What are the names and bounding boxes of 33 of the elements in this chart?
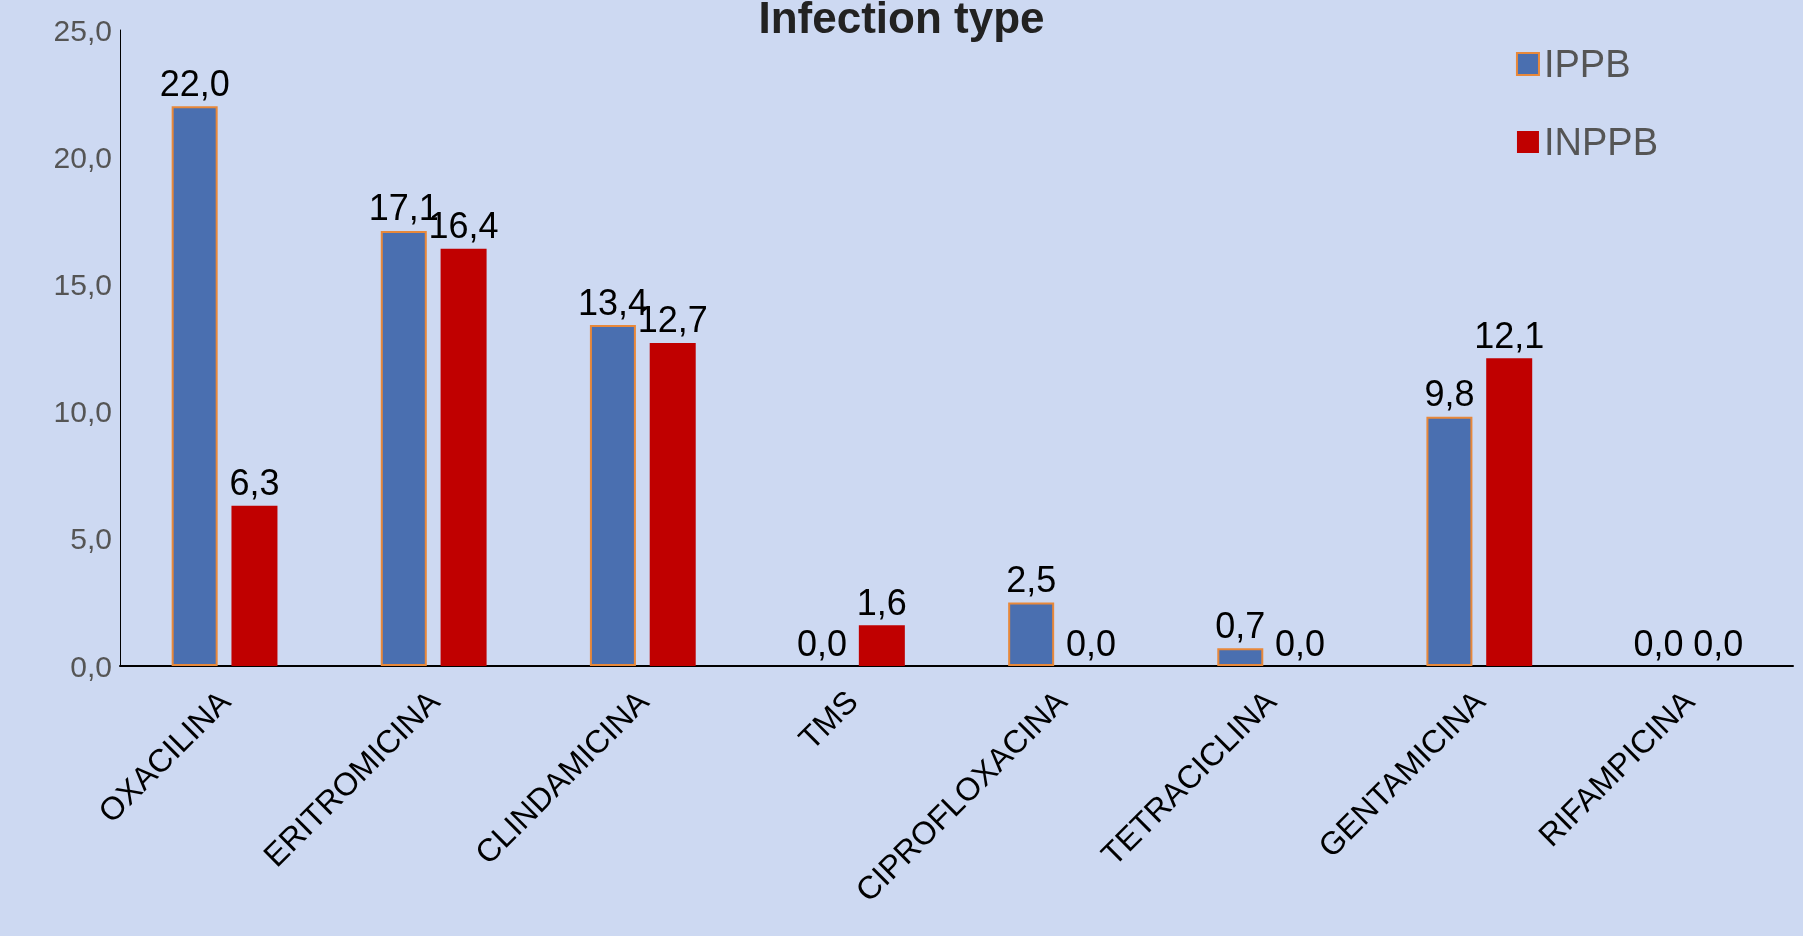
bar bbox=[380, 230, 427, 666]
data-label: 0,0 bbox=[1693, 622, 1744, 664]
bar bbox=[649, 342, 696, 666]
data-label: 2,5 bbox=[1006, 558, 1057, 600]
data-label: 6,3 bbox=[229, 462, 280, 504]
data-label: 0,0 bbox=[1633, 622, 1684, 664]
data-label: 1,6 bbox=[856, 581, 907, 623]
chart-title: Infection type bbox=[758, 0, 1045, 42]
bar bbox=[1426, 416, 1473, 666]
bar bbox=[171, 106, 218, 666]
y-tick-label: 20,0 bbox=[53, 140, 112, 174]
legend-label: IPPB bbox=[1543, 43, 1631, 85]
y-tick-label: 25,0 bbox=[53, 13, 112, 47]
y-tick-label: 5,0 bbox=[70, 522, 112, 556]
y-tick-label: 0,0 bbox=[70, 649, 112, 683]
x-tick-label: TMS bbox=[791, 683, 865, 757]
bar bbox=[1217, 648, 1264, 666]
data-label: 0,0 bbox=[1065, 622, 1116, 664]
data-label: 12,1 bbox=[1474, 314, 1545, 356]
data-label: 0,0 bbox=[1275, 622, 1326, 664]
bar bbox=[589, 325, 636, 666]
bar bbox=[440, 248, 487, 666]
bar bbox=[858, 625, 905, 666]
legend-label: INPPB bbox=[1543, 121, 1659, 163]
data-label: 0,7 bbox=[1215, 604, 1266, 646]
bar bbox=[231, 505, 278, 666]
data-label: 22,0 bbox=[159, 62, 230, 104]
bar bbox=[1486, 358, 1533, 666]
data-label: 0,0 bbox=[797, 622, 848, 664]
bar bbox=[1008, 602, 1055, 666]
data-label: 9,8 bbox=[1424, 373, 1475, 415]
y-tick-label: 15,0 bbox=[53, 267, 112, 301]
y-tick-label: 10,0 bbox=[53, 395, 112, 429]
